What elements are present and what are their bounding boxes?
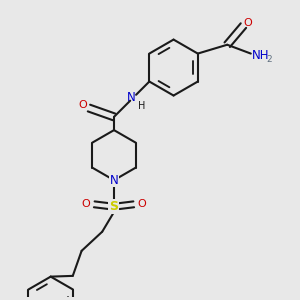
Text: 2: 2 [266,55,272,64]
Text: NH: NH [252,49,270,62]
Text: N: N [127,91,136,104]
Text: O: O [82,199,90,209]
Text: O: O [244,18,252,28]
Text: H: H [138,101,145,111]
Text: O: O [138,199,146,209]
Text: S: S [110,200,118,213]
Text: N: N [110,174,118,187]
Text: O: O [79,100,88,110]
